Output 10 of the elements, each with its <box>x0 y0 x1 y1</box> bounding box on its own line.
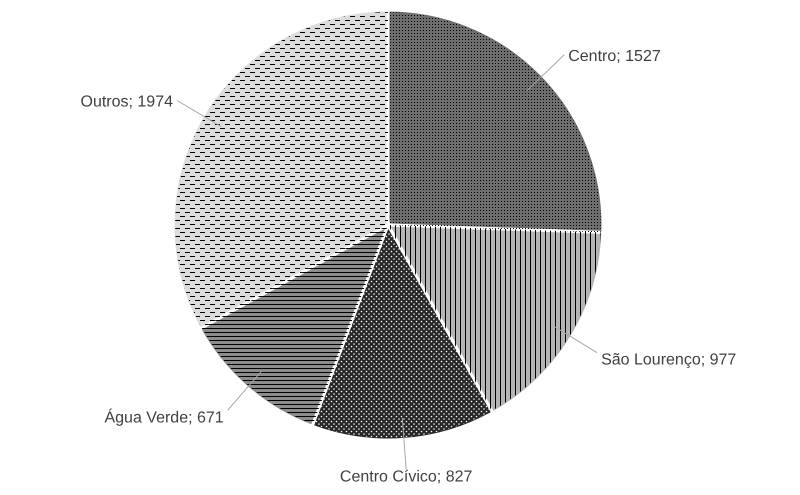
data-label: ; 671 <box>188 409 224 426</box>
data-label: ; 977 <box>700 352 736 369</box>
slice-label: Outros <box>80 94 129 110</box>
slice-label: Centro <box>568 48 616 65</box>
data-label: ; 1974 <box>128 94 174 110</box>
data-label: ; 1527 <box>616 48 661 65</box>
slice-label: São Lourenço <box>601 352 701 369</box>
data-label: ; 827 <box>436 468 472 486</box>
slice-label: Centro Cívico <box>340 468 437 486</box>
slice-label: Água Verde <box>104 408 188 426</box>
